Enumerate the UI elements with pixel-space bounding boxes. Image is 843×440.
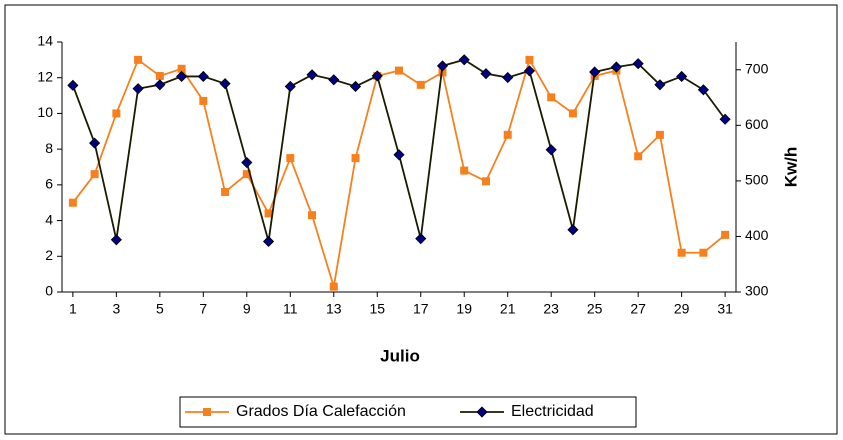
marker (634, 152, 643, 161)
marker (132, 83, 144, 95)
marker (481, 177, 490, 186)
x-tick-label: 27 (630, 301, 646, 317)
legend-box (179, 396, 637, 428)
marker (264, 209, 273, 218)
marker (242, 170, 251, 179)
marker (719, 113, 731, 125)
y-tick-label: 4 (45, 211, 53, 227)
marker (351, 154, 360, 163)
marker (134, 55, 143, 64)
marker (567, 224, 579, 236)
x-tick-label: 7 (199, 301, 207, 317)
legend-label: Grados Día Calefacción (236, 403, 406, 420)
marker (547, 93, 556, 102)
marker (68, 198, 77, 207)
x-tick-label: 11 (283, 301, 298, 317)
marker (308, 211, 317, 220)
marker (697, 84, 709, 96)
marker (545, 144, 557, 156)
x-tick-label: 15 (369, 301, 385, 317)
x-tick-label: 13 (326, 301, 342, 317)
y2-tick-label: 700 (745, 60, 769, 76)
y-tick-label: 12 (37, 68, 53, 84)
marker (476, 406, 488, 418)
marker (328, 74, 340, 86)
x-tick-label: 25 (587, 301, 603, 317)
marker (458, 54, 470, 66)
marker (632, 58, 644, 70)
marker (415, 233, 427, 245)
x-tick-label: 19 (456, 301, 472, 317)
y-tick-label: 14 (37, 33, 53, 49)
marker (436, 60, 449, 72)
marker (393, 149, 405, 161)
marker (503, 130, 512, 139)
marker (67, 79, 79, 91)
marker (525, 55, 534, 64)
x-tick-label: 3 (112, 301, 120, 317)
x-tick-label: 29 (674, 301, 690, 317)
marker (610, 61, 622, 73)
x-tick-label: 9 (243, 301, 251, 317)
marker (176, 70, 188, 83)
marker (199, 96, 208, 105)
y-tick-label: 10 (37, 104, 53, 120)
y2-tick-label: 400 (745, 227, 769, 243)
marker (523, 65, 536, 77)
marker (395, 66, 403, 75)
marker (568, 109, 577, 118)
x-axis-label: Julio (380, 346, 420, 365)
marker (219, 78, 231, 90)
y-tick-label: 6 (45, 176, 53, 192)
x-tick-label: 1 (69, 301, 77, 317)
marker (416, 80, 425, 89)
marker (329, 282, 338, 291)
marker (654, 79, 666, 91)
marker (89, 137, 101, 149)
marker (655, 130, 664, 139)
marker (90, 170, 99, 179)
y2-tick-label: 300 (745, 283, 769, 299)
marker (203, 408, 211, 416)
marker (677, 248, 686, 257)
marker (676, 70, 688, 83)
marker (286, 154, 295, 163)
x-tick-label: 17 (413, 301, 429, 317)
chart-frame (4, 4, 838, 435)
marker (480, 68, 492, 80)
marker (589, 66, 601, 78)
marker (154, 79, 166, 91)
marker (155, 71, 164, 80)
y-tick-label: 8 (45, 140, 53, 156)
y2-tick-label: 600 (745, 116, 769, 132)
x-tick-label: 5 (156, 301, 164, 317)
marker (241, 156, 253, 169)
marker (460, 166, 469, 175)
marker (112, 109, 121, 118)
legend-label: Electricidad (511, 403, 594, 420)
x-tick-label: 23 (543, 301, 559, 317)
marker (349, 80, 362, 93)
marker (262, 235, 275, 248)
marker (110, 234, 122, 246)
marker (306, 69, 318, 81)
marker (699, 248, 708, 257)
x-tick-label: 21 (500, 301, 516, 317)
marker (721, 230, 730, 239)
y-tick-label: 0 (45, 283, 53, 299)
y2-tick-label: 500 (745, 172, 769, 188)
marker (177, 64, 186, 73)
y2-axis-label: Kw/h (781, 147, 800, 188)
marker (284, 80, 296, 93)
x-tick-label: 31 (717, 301, 733, 317)
marker (197, 70, 209, 83)
marker (371, 70, 383, 82)
y-tick-label: 2 (45, 247, 53, 263)
marker (221, 188, 230, 196)
marker (502, 71, 514, 84)
